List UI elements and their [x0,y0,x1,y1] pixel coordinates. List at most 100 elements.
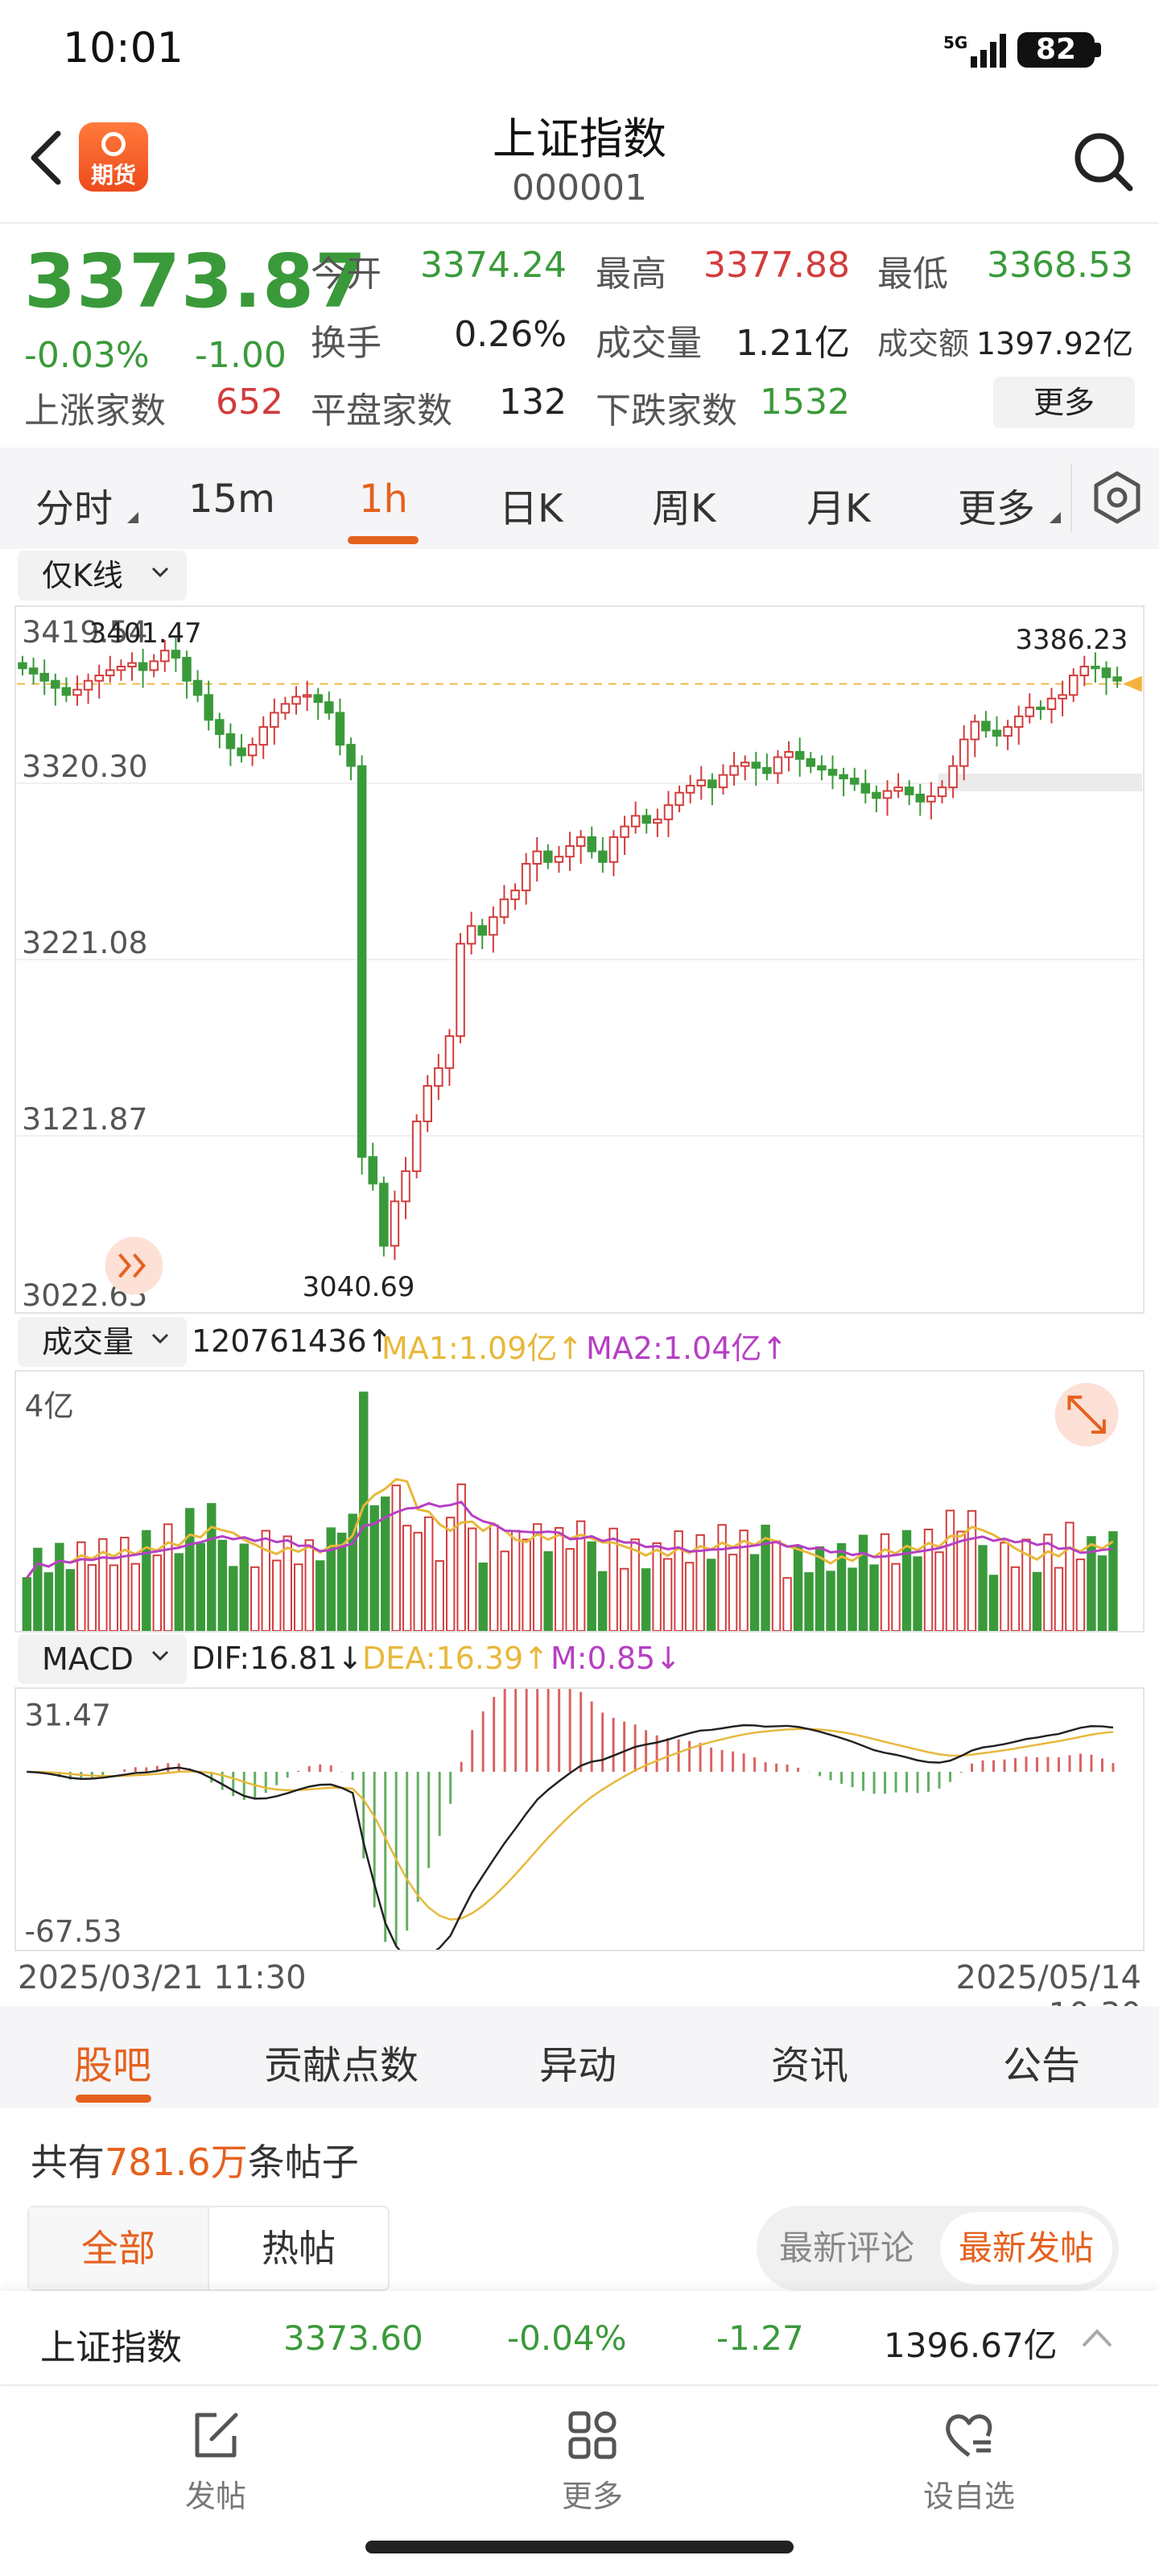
volume-bar [804,1572,814,1631]
macd-dea: DEA:16.39↑ [362,1641,550,1676]
candle-body [160,650,170,663]
volume-bar [858,1534,868,1631]
candlestick-chart[interactable]: 3419.54 3320.30 3221.08 3121.87 3022.65 … [14,605,1145,1314]
network-type: 5G [943,33,967,52]
volume-bar [826,1571,835,1631]
sort-latest-comment-button[interactable]: 最新评论 [778,2228,914,2268]
nav-more-label: 更多 [561,2479,623,2514]
tab-weekly-k[interactable]: 周K [652,486,716,531]
ticker-percent: -0.04% [507,2318,627,2358]
candle-body [280,703,291,714]
tab-announcements[interactable]: 公告 [1003,2043,1081,2088]
filter-hot-button[interactable]: 热帖 [262,2227,336,2270]
back-icon[interactable] [23,126,71,190]
candle-body [434,1067,443,1087]
price-gridlines [17,782,1142,1137]
volume-bar [630,1538,640,1631]
gear-icon[interactable] [1090,470,1145,525]
filter-all-button[interactable]: 全部 [29,2207,209,2289]
candle-body [51,679,60,689]
candle-body [39,672,49,682]
chevron-up-icon[interactable] [1079,2322,1116,2354]
volume-bar [1075,1558,1086,1631]
volume-ma2: MA2:1.04亿↑ [586,1331,788,1366]
low-price-annotation: 3040.69 [303,1271,415,1302]
tab-daily-k[interactable]: 日K [499,486,563,531]
volume-bar [478,1563,488,1631]
macd-indicator-select[interactable]: MACD [18,1634,187,1684]
volume-indicator-label: 成交量 [42,1324,134,1360]
tab-contribution[interactable]: 贡献点数 [264,2043,419,2088]
price-axis-label-3: 3221.08 [22,925,147,960]
volume-bar [33,1547,43,1631]
tab-divider [1070,464,1072,531]
tab-15m[interactable]: 15m [188,477,275,522]
nav-more[interactable]: 更多 [512,2407,673,2516]
volume-bar [522,1538,531,1631]
macd-dif-line [27,1724,1114,1950]
volume-bar [597,1571,608,1631]
nav-post[interactable]: 发帖 [135,2407,296,2516]
candle-body [653,818,662,824]
post-filter-segment: 全部 热帖 [27,2206,390,2291]
stat-turnover-value: 0.26% [454,314,567,355]
fullscreen-icon[interactable] [1054,1382,1119,1447]
more-stats-button[interactable]: 更多 [993,377,1135,428]
tab-news[interactable]: 资讯 [771,2043,849,2088]
kline-mode-select[interactable]: 仅K线 [18,551,187,601]
tab-monthly-k[interactable]: 月K [806,486,871,531]
tab-forum[interactable]: 股吧 [74,2043,152,2088]
volume-bar [304,1539,314,1631]
candle-body [18,662,27,670]
volume-bar [1108,1531,1118,1631]
nav-add-watchlist[interactable]: 设自选 [889,2407,1050,2516]
candle-body [510,890,520,901]
search-icon[interactable] [1070,129,1135,193]
tab-intraday[interactable]: 分时 [35,486,113,531]
volume-bar [65,1569,76,1631]
quote-ticker-bar[interactable]: 上证指数 3373.60 -0.04% -1.27 1396.67亿 [0,2291,1159,2386]
volume-indicator-select[interactable]: 成交量 [18,1317,187,1367]
volume-bar [662,1558,673,1631]
price-axis-label-2: 3320.30 [22,749,147,784]
volume-bar [207,1503,217,1631]
candle-body [477,925,488,936]
volume-bar [402,1525,412,1631]
candle-body [466,925,476,945]
expand-left-icon[interactable] [105,1236,163,1295]
page-title: 上证指数 [493,114,666,164]
candle-body [270,712,279,729]
sort-latest-post-button[interactable]: 最新发帖 [940,2212,1112,2285]
volume-chart[interactable]: 4亿 [14,1370,1145,1633]
volume-bar [608,1527,618,1631]
tab-movement[interactable]: 异动 [539,2043,617,2088]
candle-body [1046,697,1057,710]
candle-body [28,667,39,675]
macd-chart[interactable]: 31.47 -67.53 [14,1687,1145,1951]
candle-body [696,779,707,786]
kline-mode-label: 仅K线 [42,558,123,593]
volume-bar [55,1542,64,1631]
macd-axis-max: 31.47 [25,1697,111,1732]
candle-body [379,1183,389,1247]
price-band [938,774,1142,791]
candle-body [138,662,148,671]
candle-body [575,836,586,847]
volume-ma1: MA1:1.09亿↑ [382,1331,584,1366]
tab-more[interactable]: 更多 [958,486,1036,531]
volume-bar [239,1543,249,1631]
volume-bar [956,1530,966,1631]
ticker-amount: 1396.67亿 [884,2326,1058,2365]
candle-body [598,850,608,863]
candle-body [893,786,903,792]
stat-unchanged-value: 132 [499,382,567,423]
tab-1h[interactable]: 1h [359,477,408,522]
stat-decliners-value: 1532 [760,382,850,423]
volume-bar [945,1509,955,1631]
candle-body [258,726,268,746]
post-count-suffix: 条帖子 [247,2140,359,2184]
volume-bar [467,1527,477,1631]
candle-body [827,769,838,776]
futures-app-logo[interactable]: 期货 [79,122,148,192]
candle-body [784,750,794,758]
